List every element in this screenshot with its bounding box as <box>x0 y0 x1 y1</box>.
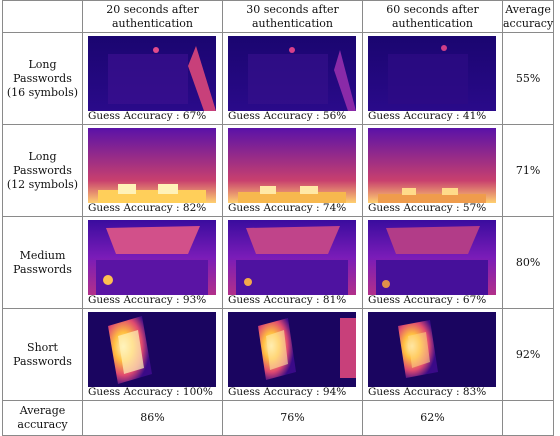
thermal-image <box>228 312 356 387</box>
row-long-16: Long Passwords (16 symbols) Guess Accuracy… <box>2 32 555 125</box>
average-label: Average accuracy <box>2 400 83 436</box>
thermal-image <box>88 312 216 387</box>
guess-accuracy: Guess Accuracy : 100% <box>88 386 213 398</box>
guess-accuracy: Guess Accuracy : 56% <box>228 110 347 122</box>
thermal-image <box>228 128 356 203</box>
guess-accuracy: Guess Accuracy : 74% <box>228 202 347 214</box>
guess-accuracy: Guess Accuracy : 57% <box>368 202 487 214</box>
average-60s: 62% <box>362 400 503 436</box>
header-30s: 30 seconds after authentication <box>222 0 363 33</box>
guess-accuracy: Guess Accuracy : 41% <box>368 110 487 122</box>
row-label: Short Passwords <box>2 308 83 401</box>
guess-accuracy: Guess Accuracy : 83% <box>368 386 487 398</box>
guess-accuracy: Guess Accuracy : 82% <box>88 202 207 214</box>
thermal-image <box>88 220 216 295</box>
header-20s: 20 seconds after authentication <box>82 0 223 33</box>
thermal-image <box>228 220 356 295</box>
average-30s: 76% <box>222 400 363 436</box>
row-long-12: Long Passwords (12 symbols) Guess Accuracy… <box>2 124 555 217</box>
guess-accuracy: Guess Accuracy : 67% <box>368 294 487 306</box>
average-20s: 86% <box>82 400 223 436</box>
row-medium: Medium Passwords Guess Accuracy : 93% Gue… <box>2 216 555 309</box>
thermal-image <box>368 128 496 203</box>
row-average: 80% <box>501 216 555 309</box>
average-row: Average accuracy 86% 76% 62% <box>2 400 555 436</box>
row-short: Short Passwords Guess Accuracy : 100% Gue… <box>2 308 555 401</box>
thermal-image <box>88 36 216 111</box>
thermal-image <box>368 312 496 387</box>
thermal-image <box>368 36 496 111</box>
thermal-image <box>88 128 216 203</box>
row-label: Long Passwords (16 symbols) <box>2 32 83 125</box>
guess-accuracy: Guess Accuracy : 94% <box>228 386 347 398</box>
row-label: Long Passwords (12 symbols) <box>2 124 83 217</box>
header-row: 20 seconds after authentication 30 second… <box>2 0 555 33</box>
row-average: 71% <box>501 124 555 217</box>
header-average: Average accuracy <box>501 0 555 33</box>
guess-accuracy: Guess Accuracy : 67% <box>88 110 207 122</box>
row-label: Medium Passwords <box>2 216 83 309</box>
guess-accuracy: Guess Accuracy : 81% <box>228 294 347 306</box>
average-blank <box>501 400 555 436</box>
thermal-image <box>368 220 496 295</box>
guess-accuracy: Guess Accuracy : 93% <box>88 294 207 306</box>
thermal-image <box>228 36 356 111</box>
row-average: 92% <box>501 308 555 401</box>
header-60s: 60 seconds after authentication <box>362 0 503 33</box>
header-blank <box>2 0 83 33</box>
row-average: 55% <box>501 32 555 125</box>
